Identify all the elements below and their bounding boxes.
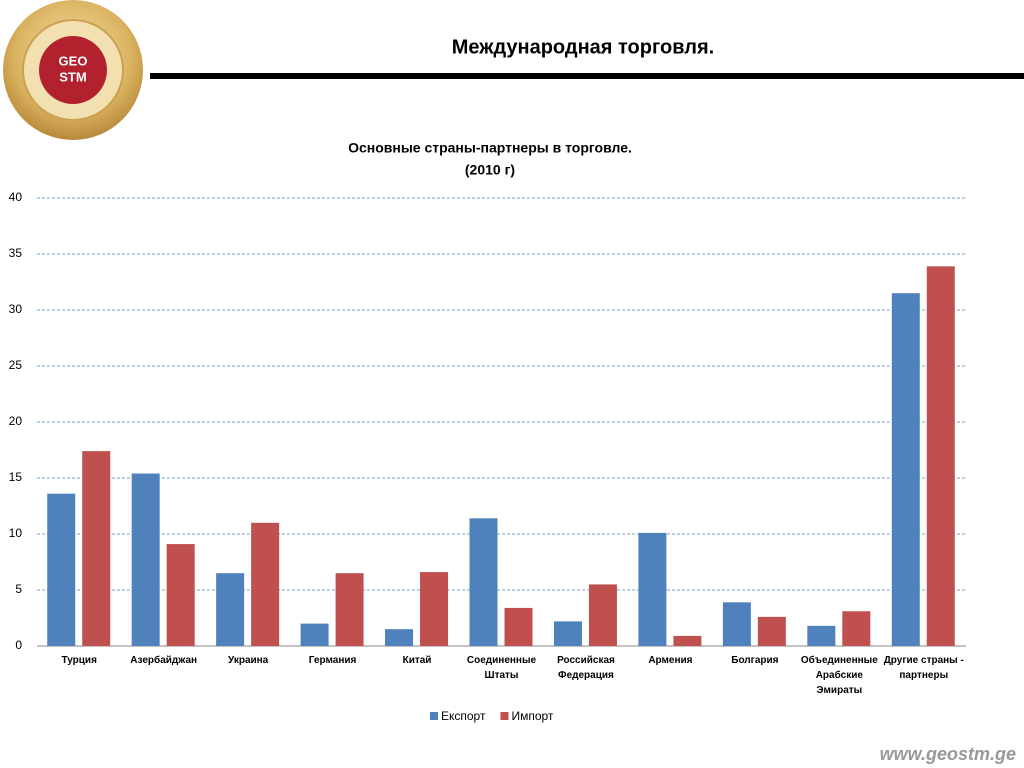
bar: [300, 623, 329, 646]
bar: [722, 602, 751, 646]
bar: [807, 625, 836, 646]
bar: [131, 473, 160, 646]
bar: [469, 518, 498, 646]
bar: [757, 616, 786, 646]
bar: [553, 621, 582, 646]
x-tick-label: Германия: [308, 655, 357, 666]
bar: [420, 572, 449, 646]
bar: [504, 607, 533, 646]
bar: [47, 493, 76, 646]
x-tick-label: Болгария: [731, 655, 779, 666]
y-tick-label: 30: [9, 302, 23, 316]
chart-subtitle: (2010 г): [465, 162, 515, 178]
bar: [335, 573, 364, 646]
bar: [588, 584, 617, 646]
x-tick-label: Другие страны - партнеры: [883, 655, 964, 681]
y-tick-label: 15: [9, 470, 23, 484]
legend-label: Импорт: [511, 709, 553, 723]
logo-seal: [39, 36, 107, 104]
x-tick-label: Армения: [648, 655, 693, 666]
legend-swatch: [430, 712, 438, 720]
y-tick-label: 10: [9, 526, 23, 540]
logo-text: STM: [59, 69, 86, 84]
y-tick-label: 40: [9, 190, 23, 204]
footer-url: www.geostm.ge: [880, 744, 1016, 764]
legend-label: Експорт: [441, 709, 486, 723]
logo-text: GEO: [59, 53, 88, 68]
x-tick-label: Российская Федерация: [557, 655, 615, 681]
bar: [216, 573, 245, 646]
legend-swatch: [500, 712, 509, 720]
x-tick-label: Турция: [61, 655, 97, 666]
logo: GEO STM: [3, 0, 143, 140]
x-tick-label: Объединенные Арабские Эмираты: [800, 655, 878, 696]
bar: [891, 293, 920, 646]
bar: [673, 635, 702, 646]
bar: [842, 611, 871, 646]
x-tick-label: Соединенные Штаты: [466, 655, 537, 681]
bar: [166, 544, 195, 646]
y-tick-label: 25: [9, 358, 23, 372]
bar: [251, 522, 280, 646]
x-tick-label: Китай: [402, 655, 432, 666]
bar: [385, 629, 414, 646]
x-tick-label: Азербайджан: [130, 655, 198, 666]
y-tick-label: 35: [9, 246, 23, 260]
bar: [638, 532, 667, 646]
page-title: Международная торговля.: [452, 36, 714, 58]
x-tick-label: Украина: [227, 655, 269, 666]
title-rule: [150, 73, 1024, 79]
chart-title: Основные страны-партнеры в торговле.: [348, 140, 632, 156]
bar: [82, 451, 111, 646]
y-tick-label: 0: [15, 638, 22, 652]
y-tick-label: 20: [9, 414, 23, 428]
bar: [926, 266, 955, 646]
y-tick-label: 5: [15, 582, 22, 596]
